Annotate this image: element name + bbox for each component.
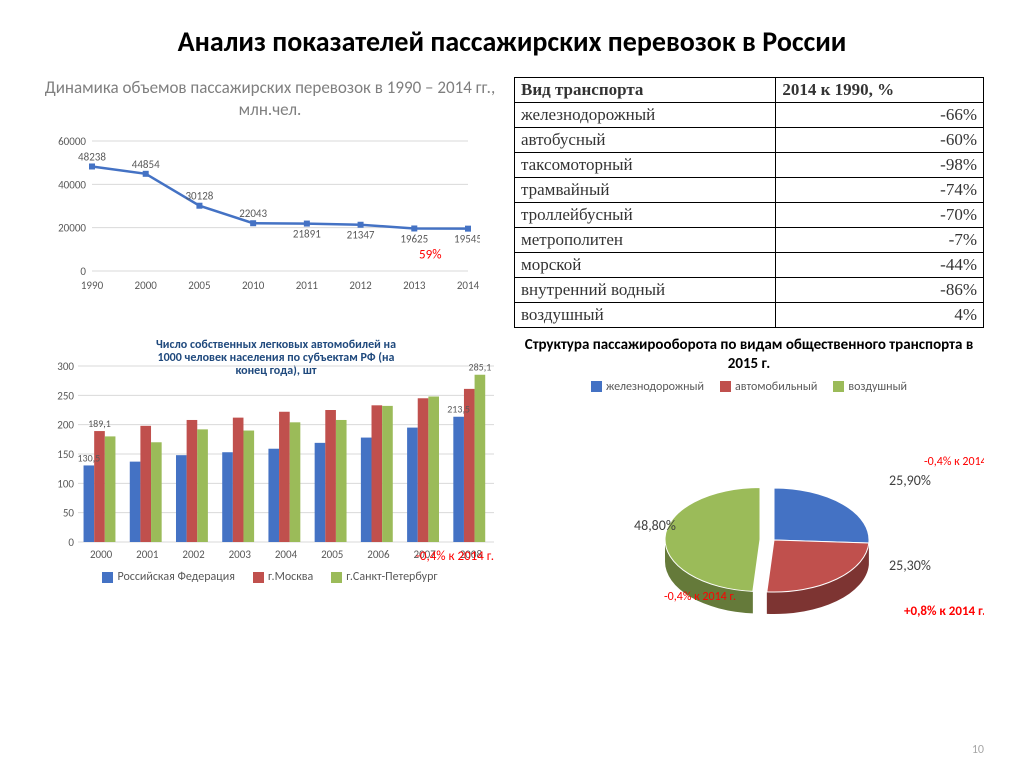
svg-text:48,80%: 48,80% xyxy=(634,517,676,534)
svg-text:22043: 22043 xyxy=(239,207,267,220)
svg-text:285,1: 285,1 xyxy=(469,361,492,374)
table-row: морской-44% xyxy=(515,253,984,278)
svg-text:2011: 2011 xyxy=(296,279,319,292)
svg-text:2000: 2000 xyxy=(135,279,158,292)
svg-text:25,30%: 25,30% xyxy=(889,557,931,574)
page-number: 10 xyxy=(972,743,984,757)
pie-chart-legend: железнодорожный автомобильный воздушный xyxy=(514,380,984,394)
svg-text:+0,8% к 2014 г.: +0,8% к 2014 г. xyxy=(904,604,984,619)
pie-chart-title: Структура пассажирооборота по видам обще… xyxy=(514,336,984,374)
svg-text:2003: 2003 xyxy=(229,548,252,561)
svg-text:30128: 30128 xyxy=(185,190,213,203)
table-row: внутренний водный-86% xyxy=(515,278,984,303)
svg-text:200: 200 xyxy=(57,419,74,432)
svg-text:2012: 2012 xyxy=(349,279,372,292)
svg-text:21347: 21347 xyxy=(347,229,375,242)
svg-text:19545: 19545 xyxy=(454,233,480,246)
svg-text:44854: 44854 xyxy=(132,158,160,171)
svg-text:19625: 19625 xyxy=(400,233,428,246)
pie-legend-item: автомобильный xyxy=(720,380,817,394)
table-row: железнодорожный-66% xyxy=(515,103,984,128)
svg-text:2002: 2002 xyxy=(182,548,205,561)
svg-text:0: 0 xyxy=(80,265,86,278)
svg-text:21891: 21891 xyxy=(293,228,321,241)
table-row: автобусный-60% xyxy=(515,128,984,153)
bar-chart: Число собственных легковых автомобилей н… xyxy=(40,336,500,630)
svg-text:2005: 2005 xyxy=(188,279,210,292)
bar-legend-item: Российская Федерация xyxy=(102,570,234,584)
svg-text:1990: 1990 xyxy=(81,279,104,292)
line-chart: Динамика объемов пассажирских перевозок … xyxy=(40,77,500,328)
svg-text:213,5: 213,5 xyxy=(447,403,470,416)
bar-legend-item: г.Москва xyxy=(253,570,313,584)
svg-text:2006: 2006 xyxy=(367,548,390,561)
line-chart-svg: 0 20000 40000 60000 48238 44854 30128 22043 2189… xyxy=(40,127,480,297)
line-chart-title: Динамика объемов пассажирских перевозок … xyxy=(40,77,500,121)
transport-table-wrap: Вид транспорта2014 к 1990, %железнодорож… xyxy=(514,77,984,328)
table-header: Вид транспорта xyxy=(515,78,776,103)
svg-text:100: 100 xyxy=(57,477,74,490)
svg-text:20000: 20000 xyxy=(58,222,86,235)
svg-text:50: 50 xyxy=(63,507,75,520)
svg-text:0: 0 xyxy=(68,536,74,549)
pie-chart: Структура пассажирооборота по видам обще… xyxy=(514,336,984,630)
table-row: троллейбусный-70% xyxy=(515,203,984,228)
svg-text:130,5: 130,5 xyxy=(77,451,100,464)
svg-text:2001: 2001 xyxy=(136,548,159,561)
table-row: воздушный4% xyxy=(515,303,984,328)
pie-chart-svg: 25,90% -0,4% к 2014 г. 25,30% +0,8% к 2014 … xyxy=(514,400,984,630)
svg-text:25,90%: 25,90% xyxy=(889,472,931,489)
bar-chart-svg: Число собственных легковых автомобилей н… xyxy=(40,336,500,566)
svg-text:2000: 2000 xyxy=(90,548,113,561)
page-title: Анализ показателей пассажирских перевозо… xyxy=(40,24,984,59)
svg-text:59%: 59% xyxy=(419,248,441,263)
table-header: 2014 к 1990, % xyxy=(776,78,984,103)
svg-text:-0,4% к 2014 г.: -0,4% к 2014 г. xyxy=(924,455,984,469)
svg-text:48238: 48238 xyxy=(78,151,106,164)
bar-chart-legend: Российская Федерация г.Москва г.Санкт-Пете… xyxy=(40,570,500,584)
transport-table: Вид транспорта2014 к 1990, %железнодорож… xyxy=(514,77,984,328)
svg-text:2005: 2005 xyxy=(321,548,343,561)
table-row: трамвайный-74% xyxy=(515,178,984,203)
pie-legend-item: железнодорожный xyxy=(591,380,704,394)
svg-text:-0,4% к 2014 г.: -0,4% к 2014 г. xyxy=(416,549,494,564)
pie-legend-item: воздушный xyxy=(833,380,907,394)
svg-text:2010: 2010 xyxy=(242,279,265,292)
table-row: таксомоторный-98% xyxy=(515,153,984,178)
table-row: метрополитен-7% xyxy=(515,228,984,253)
bar-legend-item: г.Санкт-Петербург xyxy=(331,570,437,584)
svg-text:250: 250 xyxy=(57,389,74,402)
svg-text:2013: 2013 xyxy=(403,279,426,292)
svg-text:60000: 60000 xyxy=(58,135,86,148)
svg-text:300: 300 xyxy=(57,360,74,373)
svg-text:40000: 40000 xyxy=(58,179,86,192)
svg-text:150: 150 xyxy=(57,448,74,461)
svg-text:189,1: 189,1 xyxy=(88,417,111,430)
svg-text:2004: 2004 xyxy=(275,548,298,561)
svg-text:-0,4% к 2014 г.: -0,4% к 2014 г. xyxy=(664,590,736,604)
svg-text:2014: 2014 xyxy=(457,279,480,292)
svg-text:Число собственных легковых авт: Число собственных легковых автомобилей н… xyxy=(156,338,396,378)
